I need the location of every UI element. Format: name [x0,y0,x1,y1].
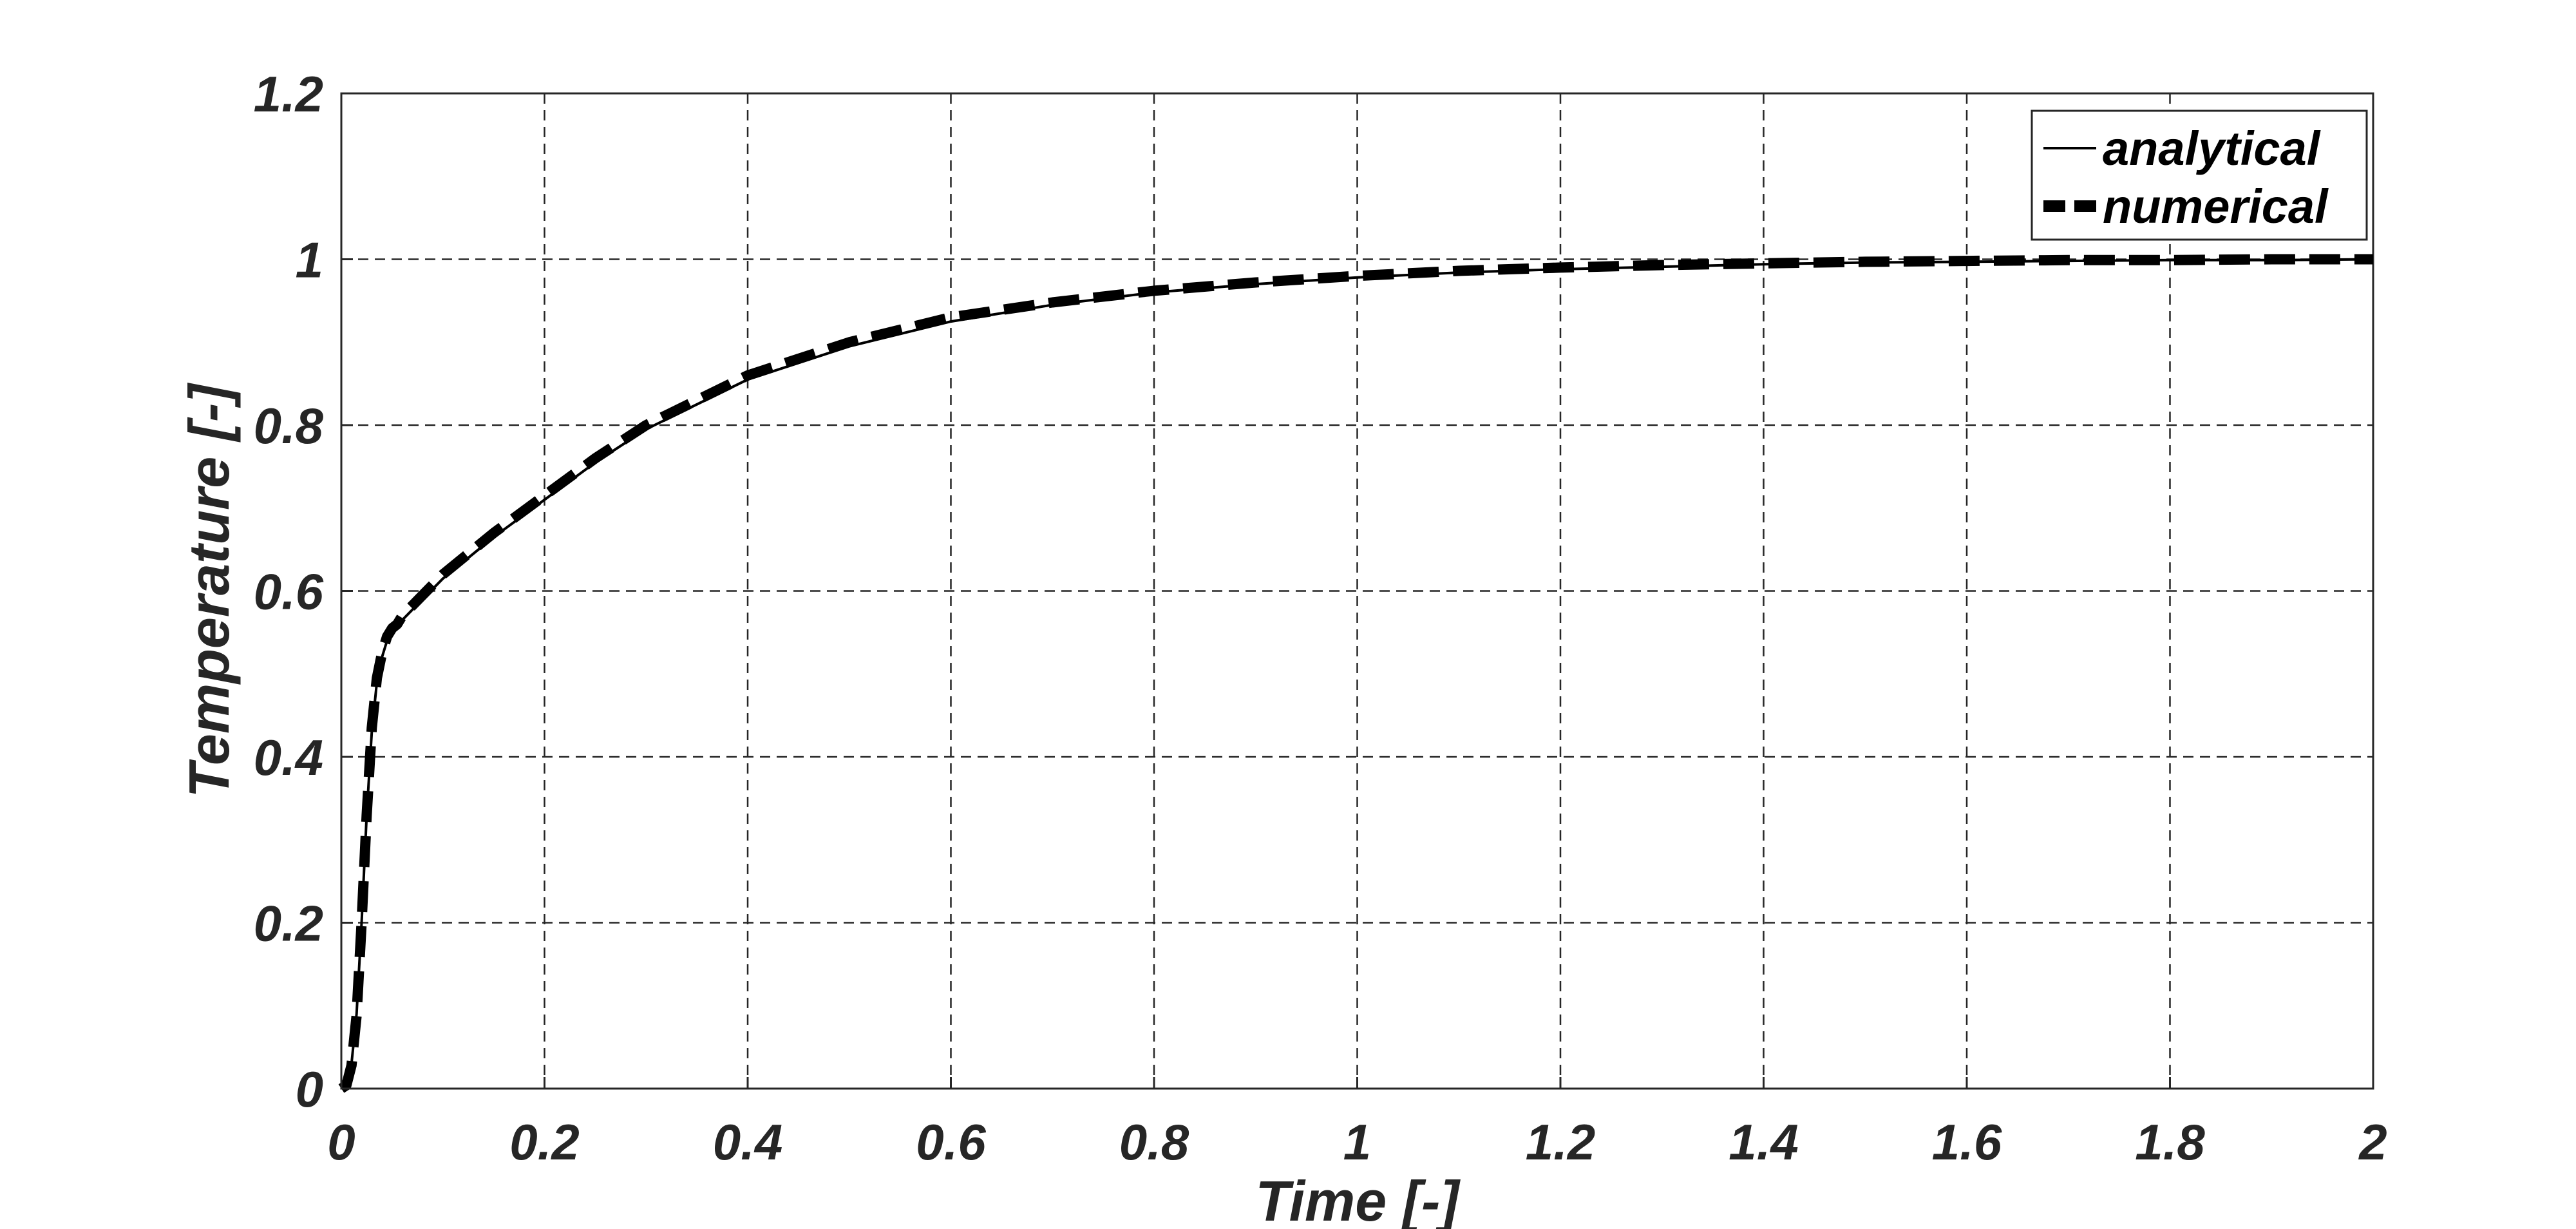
y-tick-label: 0 [296,1061,323,1118]
legend: analytical numerical [2031,110,2368,241]
x-tick-label: 2 [2358,1114,2387,1170]
x-tick-label: 1 [1343,1114,1371,1170]
x-tick-label: 1.6 [1932,1114,2002,1170]
y-axis-ticks: 0 0.2 0.4 0.6 0.8 1 1.2 [254,66,353,1118]
y-tick-label: 0.4 [254,729,323,786]
x-tick-label: 0 [327,1114,355,1170]
legend-box [2031,110,2368,241]
legend-label-numerical: numerical [2103,180,2329,233]
series-layer [338,254,2374,1093]
legend-label-analytical: analytical [2103,122,2321,175]
grid [341,93,2373,1089]
y-tick-label: 0.2 [254,895,323,952]
y-axis-label: Temperature [-] [177,383,241,798]
x-axis-ticks: 0 0.2 0.4 0.6 0.8 1 1.2 1.4 1.6 1.8 2 [327,1077,2387,1170]
x-tick-label: 1.2 [1526,1114,1595,1170]
y-tick-label: 1 [296,232,323,289]
x-tick-label: 0.4 [713,1114,782,1170]
x-tick-label: 1.4 [1728,1114,1798,1170]
x-tick-label: 0.8 [1119,1114,1189,1170]
y-tick-label: 0.8 [254,397,324,454]
y-tick-label: 0.6 [254,564,324,620]
series-line-numerical [338,254,2373,1093]
y-tick-label: 1.2 [254,66,323,122]
x-tick-label: 0.2 [509,1114,579,1170]
x-axis-label: Time [-] [1255,1169,1461,1229]
x-tick-label: 0.6 [916,1114,986,1170]
x-tick-label: 1.8 [2135,1114,2205,1170]
